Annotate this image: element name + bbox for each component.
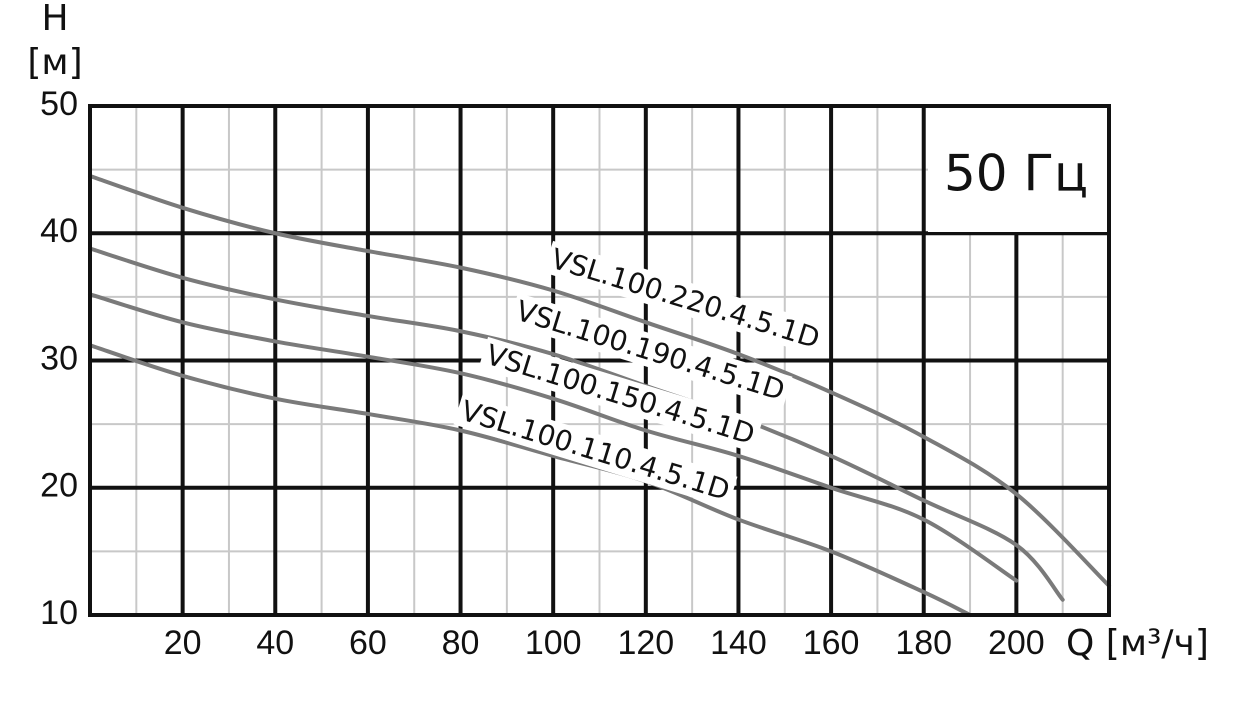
x-tick-label: 40 [256,624,294,662]
y-tick-label: 50 [40,85,78,123]
curve-label-bg [453,392,738,509]
curve [88,173,1111,588]
grid [90,104,1109,617]
x-tick-label: 200 [988,624,1045,662]
x-tick-label: 80 [442,624,480,662]
y-axis-unit: [м] [27,42,82,83]
y-tick-label: 30 [40,339,78,377]
curve [88,246,1065,602]
x-tick-label: 180 [895,624,952,662]
y-axis-label: H [41,0,68,39]
y-tick-label: 20 [40,467,78,505]
curve [88,292,1019,583]
curve-label-bg [543,240,828,357]
curve-label-bg [508,292,793,409]
x-tick-label: 100 [525,624,582,662]
y-tick-label: 10 [40,594,78,632]
x-tick-label: 160 [803,624,860,662]
annotation: 50 Гц [944,145,1088,203]
x-tick-label: 20 [164,624,202,662]
annotation-box [928,108,1108,232]
x-tick-label: 120 [617,624,674,662]
curve [88,343,973,617]
y-tick-label: 40 [40,212,78,250]
x-tick-label: 60 [349,624,387,662]
curve-label-bg [478,336,763,453]
x-axis-label: Q [м³/ч] [1066,623,1209,664]
plot-frame [88,104,1111,617]
x-tick-label: 140 [710,624,767,662]
